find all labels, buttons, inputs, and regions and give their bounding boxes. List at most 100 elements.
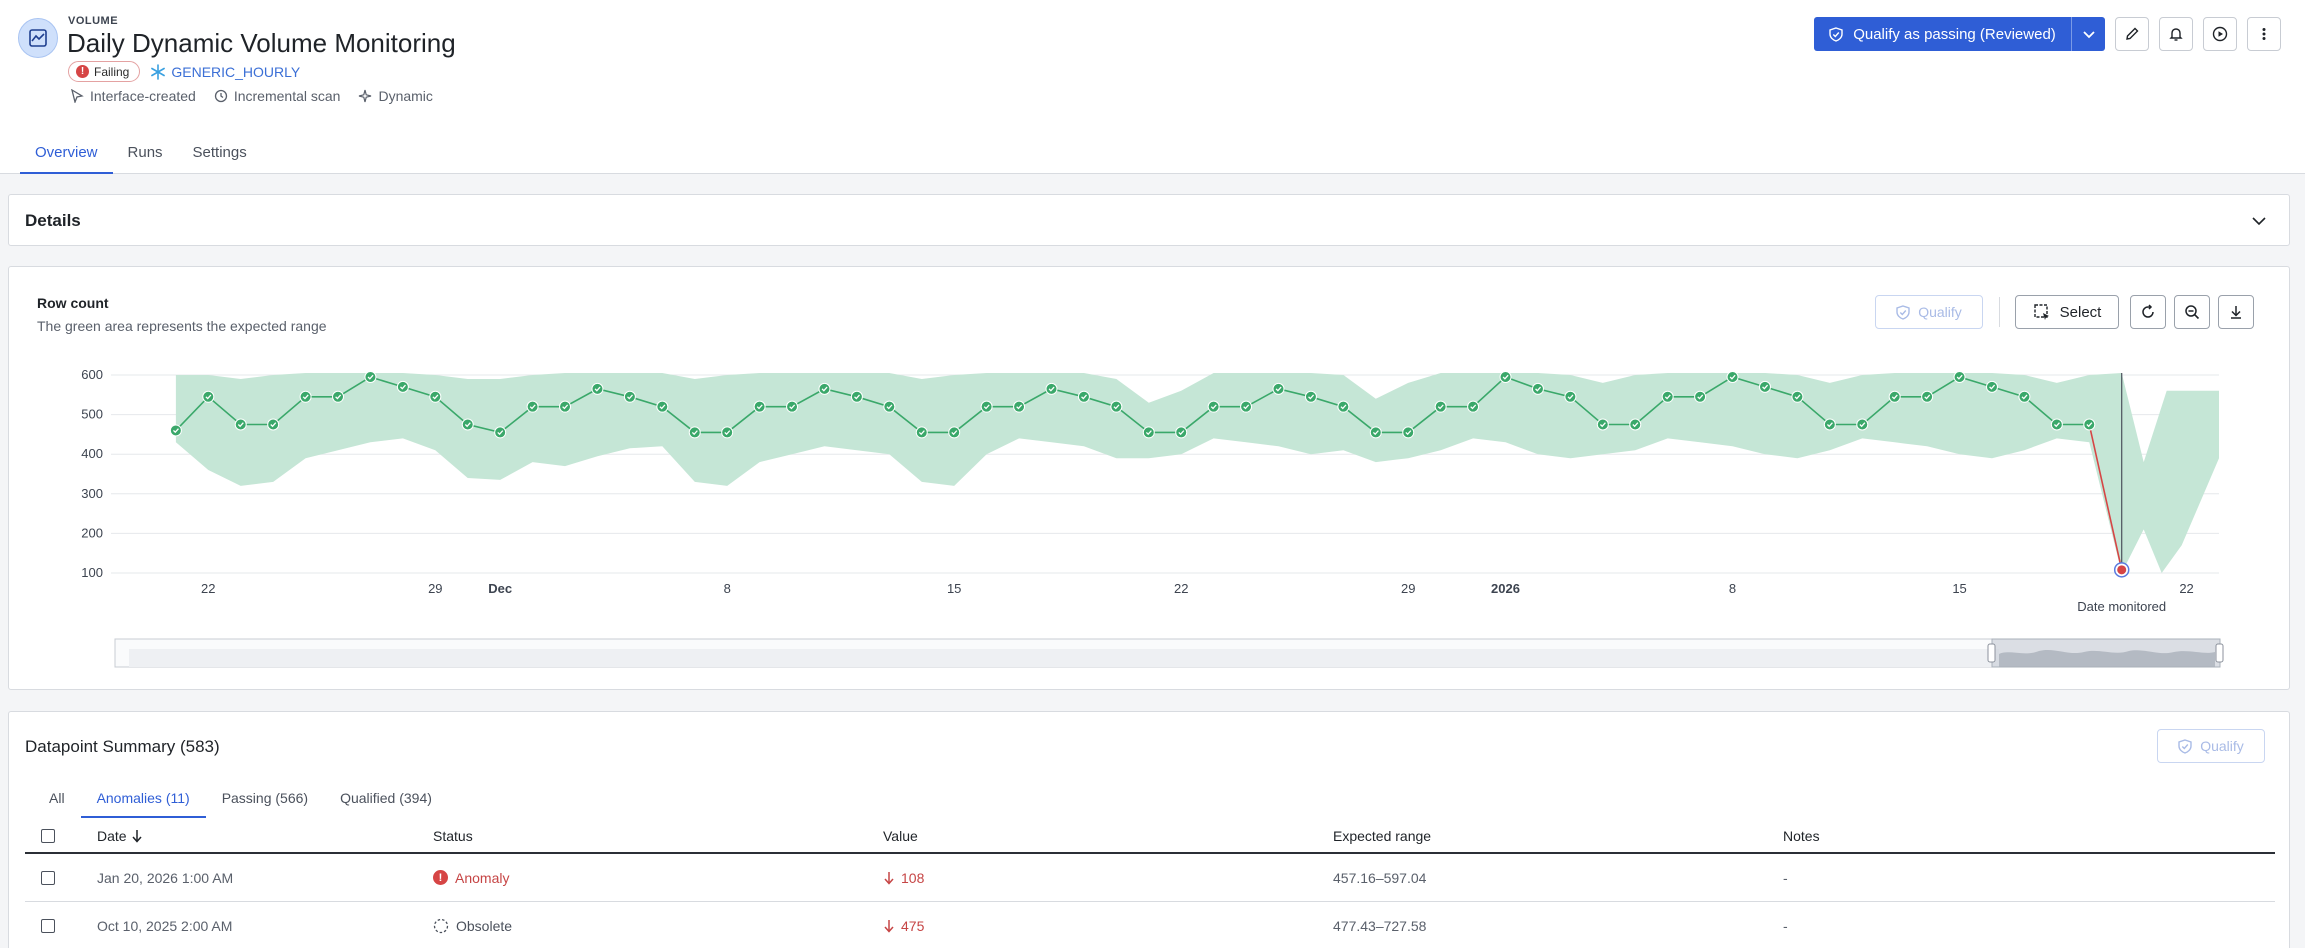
data-point[interactable] <box>883 400 896 413</box>
summary-tab-all[interactable]: All <box>49 790 65 806</box>
data-point[interactable] <box>591 382 604 395</box>
data-point[interactable] <box>1434 400 1447 413</box>
data-point[interactable] <box>2050 418 2063 431</box>
more-options-button[interactable] <box>2247 17 2281 51</box>
summary-tab-passing[interactable]: Passing (566) <box>221 790 309 806</box>
data-point[interactable] <box>753 400 766 413</box>
data-point[interactable] <box>1856 418 1869 431</box>
data-point[interactable] <box>1077 390 1090 403</box>
cursor-icon <box>71 89 84 103</box>
chart-qualify-button[interactable]: Qualify <box>1875 295 1983 329</box>
data-point[interactable] <box>494 426 507 439</box>
data-point[interactable] <box>1694 390 1707 403</box>
select-all-checkbox[interactable] <box>41 829 55 843</box>
data-point[interactable] <box>1272 382 1285 395</box>
select-range-button[interactable]: Select <box>2015 295 2119 329</box>
data-point[interactable] <box>1661 390 1674 403</box>
connection-link[interactable]: GENERIC_HOURLY <box>150 64 300 80</box>
data-point[interactable] <box>202 390 215 403</box>
data-point[interactable] <box>526 400 539 413</box>
edit-button[interactable] <box>2115 17 2149 51</box>
datapoint-summary-card: Datapoint Summary (583) Qualify All Anom… <box>8 711 2290 948</box>
data-point[interactable] <box>1888 390 1901 403</box>
data-point[interactable] <box>429 390 442 403</box>
data-point[interactable] <box>1402 426 1415 439</box>
data-point[interactable] <box>364 370 377 383</box>
connection-label[interactable]: GENERIC_HOURLY <box>171 63 301 80</box>
data-point[interactable] <box>1629 418 1642 431</box>
zoom-out-button[interactable] <box>2174 295 2210 329</box>
data-point[interactable] <box>1240 400 1253 413</box>
data-point[interactable] <box>1921 390 1934 403</box>
data-point[interactable] <box>559 400 572 413</box>
navigator-right-handle[interactable] <box>2215 643 2224 663</box>
summary-tab-qualified[interactable]: Qualified (394) <box>340 790 432 806</box>
summary-tab-anomalies[interactable]: Anomalies (11) <box>80 788 206 818</box>
data-point[interactable] <box>915 426 928 439</box>
data-point[interactable] <box>332 390 345 403</box>
data-point[interactable] <box>267 418 280 431</box>
tab-settings[interactable]: Settings <box>192 144 247 161</box>
data-point[interactable] <box>1564 390 1577 403</box>
data-point[interactable] <box>1499 370 1512 383</box>
shield-check-icon <box>1829 26 1843 42</box>
data-point[interactable] <box>850 390 863 403</box>
row-notes: - <box>1783 917 1788 934</box>
data-point[interactable] <box>1369 426 1382 439</box>
data-point[interactable] <box>818 382 831 395</box>
row-checkbox[interactable] <box>41 870 55 885</box>
details-panel[interactable]: Details <box>8 194 2290 246</box>
data-point[interactable] <box>1531 382 1544 395</box>
data-point[interactable] <box>688 426 701 439</box>
column-date[interactable]: Date <box>97 828 433 844</box>
table-row[interactable]: Oct 10, 2025 2:00 AM Obsolete 475 477.43… <box>25 902 2275 948</box>
y-tick-label: 500 <box>81 407 103 422</box>
data-point[interactable] <box>721 426 734 439</box>
tab-runs[interactable]: Runs <box>127 144 163 161</box>
data-point[interactable] <box>1337 400 1350 413</box>
data-point[interactable] <box>1304 390 1317 403</box>
data-point[interactable] <box>1207 400 1220 413</box>
time-navigator[interactable] <box>114 638 2224 668</box>
data-point[interactable] <box>1596 418 1609 431</box>
table-row[interactable]: Jan 20, 2026 1:00 AM ! Anomaly 108 457.1… <box>25 854 2275 902</box>
data-point[interactable] <box>2018 390 2031 403</box>
data-point[interactable] <box>234 418 247 431</box>
tab-overview[interactable]: Overview <box>20 142 113 174</box>
data-point[interactable] <box>396 380 409 393</box>
data-point[interactable] <box>1953 370 1966 383</box>
data-point[interactable] <box>1791 390 1804 403</box>
meta-dynamic: Dynamic <box>358 88 433 104</box>
download-icon <box>2231 306 2241 319</box>
data-point[interactable] <box>461 418 474 431</box>
data-point[interactable] <box>1110 400 1123 413</box>
reset-zoom-button[interactable] <box>2130 295 2166 329</box>
data-point[interactable] <box>1823 418 1836 431</box>
data-point[interactable] <box>299 390 312 403</box>
data-point[interactable] <box>169 424 182 437</box>
data-point[interactable] <box>948 426 961 439</box>
data-point[interactable] <box>1013 400 1026 413</box>
download-button[interactable] <box>2218 295 2254 329</box>
row-checkbox[interactable] <box>41 918 55 933</box>
qualify-options-dropdown[interactable] <box>2071 17 2105 51</box>
notifications-button[interactable] <box>2159 17 2193 51</box>
data-point[interactable] <box>786 400 799 413</box>
data-point[interactable] <box>980 400 993 413</box>
data-point[interactable] <box>1467 400 1480 413</box>
data-point[interactable] <box>623 390 636 403</box>
data-point[interactable] <box>1142 426 1155 439</box>
navigator-left-handle[interactable] <box>1987 643 1996 663</box>
summary-qualify-button[interactable]: Qualify <box>2157 729 2265 763</box>
data-point[interactable] <box>1726 370 1739 383</box>
data-point[interactable] <box>1175 426 1188 439</box>
data-point[interactable] <box>2083 418 2096 431</box>
data-point[interactable] <box>1045 382 1058 395</box>
data-point[interactable] <box>1985 380 1998 393</box>
data-point[interactable] <box>656 400 669 413</box>
anomaly-data-point[interactable] <box>2113 562 2130 578</box>
run-button[interactable] <box>2203 17 2237 51</box>
qualify-passing-button[interactable]: Qualify as passing (Reviewed) <box>1814 17 2071 51</box>
data-point[interactable] <box>1758 380 1771 393</box>
x-tick-label: 8 <box>1729 581 1736 596</box>
